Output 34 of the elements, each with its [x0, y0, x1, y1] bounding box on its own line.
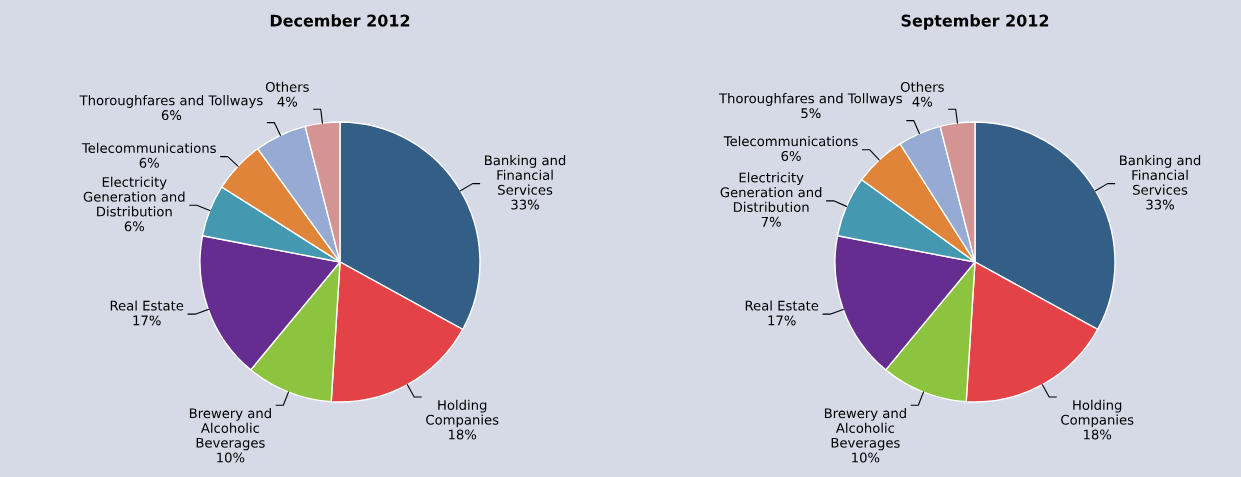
data-label: 18%: [448, 429, 477, 440]
data-label: 33%: [511, 199, 539, 210]
chart-title: December 2012: [270, 14, 410, 27]
data-label: 6%: [124, 221, 145, 232]
data-label: 6%: [161, 110, 182, 121]
data-label: 10%: [217, 452, 245, 463]
slice-label: Electricity Generation and Distribution: [720, 172, 822, 213]
slice-label: Thoroughfares and Tollways: [79, 95, 263, 108]
data-label: 17%: [133, 315, 161, 326]
slice-label: Banking and Financial Services: [1120, 155, 1201, 195]
slice-label: Others: [900, 81, 944, 92]
data-label: 6%: [781, 150, 801, 161]
slice-label: Holding Companies: [1061, 399, 1134, 428]
data-label: 4%: [912, 96, 933, 107]
slice-label: Banking and Financial Services: [485, 155, 566, 195]
data-label: 6%: [139, 157, 159, 168]
slice-label: Thoroughfares and Tollways: [718, 93, 902, 106]
data-label: 10%: [852, 452, 880, 463]
slice-label: Brewery and Alcoholic Beverages: [189, 407, 271, 451]
slice-label: Real Estate: [745, 300, 819, 311]
chart-title: September 2012: [901, 14, 1049, 30]
data-label: 7%: [761, 216, 781, 227]
slice-label: Electricity Generation and Distribution: [83, 176, 185, 217]
data-label: 4%: [277, 96, 298, 107]
slice-label: Holding Companies: [426, 399, 499, 428]
data-label: 18%: [1083, 429, 1112, 440]
data-label: 5%: [801, 108, 821, 119]
slice-label: Telecommunications: [723, 135, 858, 147]
slice-label: Brewery and Alcoholic Beverages: [824, 407, 906, 451]
data-label: 17%: [768, 315, 796, 326]
slice-label: Real Estate: [110, 300, 184, 311]
data-label: 33%: [1146, 199, 1174, 210]
slice-label: Telecommunications: [81, 142, 216, 154]
slice-label: Others: [265, 81, 309, 92]
